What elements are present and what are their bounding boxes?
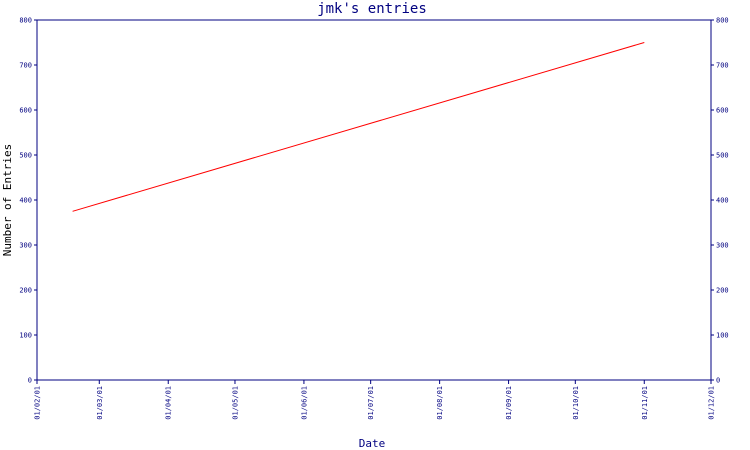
y-axis-label: Number of Entries xyxy=(1,144,14,257)
x-tick-label: 01/03/01 xyxy=(96,386,104,420)
x-tick-label: 01/09/01 xyxy=(505,386,513,420)
y-tick-label-right: 700 xyxy=(716,62,729,70)
x-tick-label: 01/12/01 xyxy=(708,386,716,420)
y-tick-label: 600 xyxy=(19,107,32,115)
y-tick-label-right: 200 xyxy=(716,287,729,295)
x-tick-label: 01/05/01 xyxy=(231,386,239,420)
y-tick-label: 400 xyxy=(19,197,32,205)
y-axis-right: 0 100 200 300 400 500 600 700 800 xyxy=(711,17,729,385)
y-tick-label: 500 xyxy=(19,152,32,160)
x-tick-label: 01/04/01 xyxy=(165,386,173,420)
x-tick-label: 01/02/01 xyxy=(34,386,42,420)
y-tick-label: 800 xyxy=(19,17,32,25)
y-tick-label-right: 400 xyxy=(716,197,729,205)
series-line xyxy=(72,42,645,212)
x-tick-label: 01/10/01 xyxy=(572,386,580,420)
y-tick-label-right: 800 xyxy=(716,17,729,25)
y-tick-label-right: 0 xyxy=(716,377,720,385)
x-tick-label: 01/11/01 xyxy=(641,386,649,420)
y-tick-label: 200 xyxy=(19,287,32,295)
y-tick-label: 700 xyxy=(19,62,32,70)
x-axis-label: Date xyxy=(359,437,386,450)
y-tick-label: 300 xyxy=(19,242,32,250)
chart-title: jmk's entries xyxy=(317,1,427,17)
x-tick-label: 01/07/01 xyxy=(367,386,375,420)
x-tick-label: 01/08/01 xyxy=(436,386,444,420)
y-tick-label-right: 500 xyxy=(716,152,729,160)
x-axis: 01/02/01 01/03/01 01/04/01 01/05/01 01/06/01… xyxy=(34,380,716,420)
series-layer xyxy=(72,42,645,212)
y-tick-label-right: 100 xyxy=(716,332,729,340)
y-tick-label: 100 xyxy=(19,332,32,340)
y-tick-label-right: 600 xyxy=(716,107,729,115)
y-tick-label-right: 300 xyxy=(716,242,729,250)
plot-area xyxy=(36,19,712,381)
y-tick-label: 0 xyxy=(28,377,32,385)
x-tick-label: 01/06/01 xyxy=(300,386,308,420)
y-axis-left: 0 100 200 300 400 500 600 700 800 xyxy=(19,17,37,385)
